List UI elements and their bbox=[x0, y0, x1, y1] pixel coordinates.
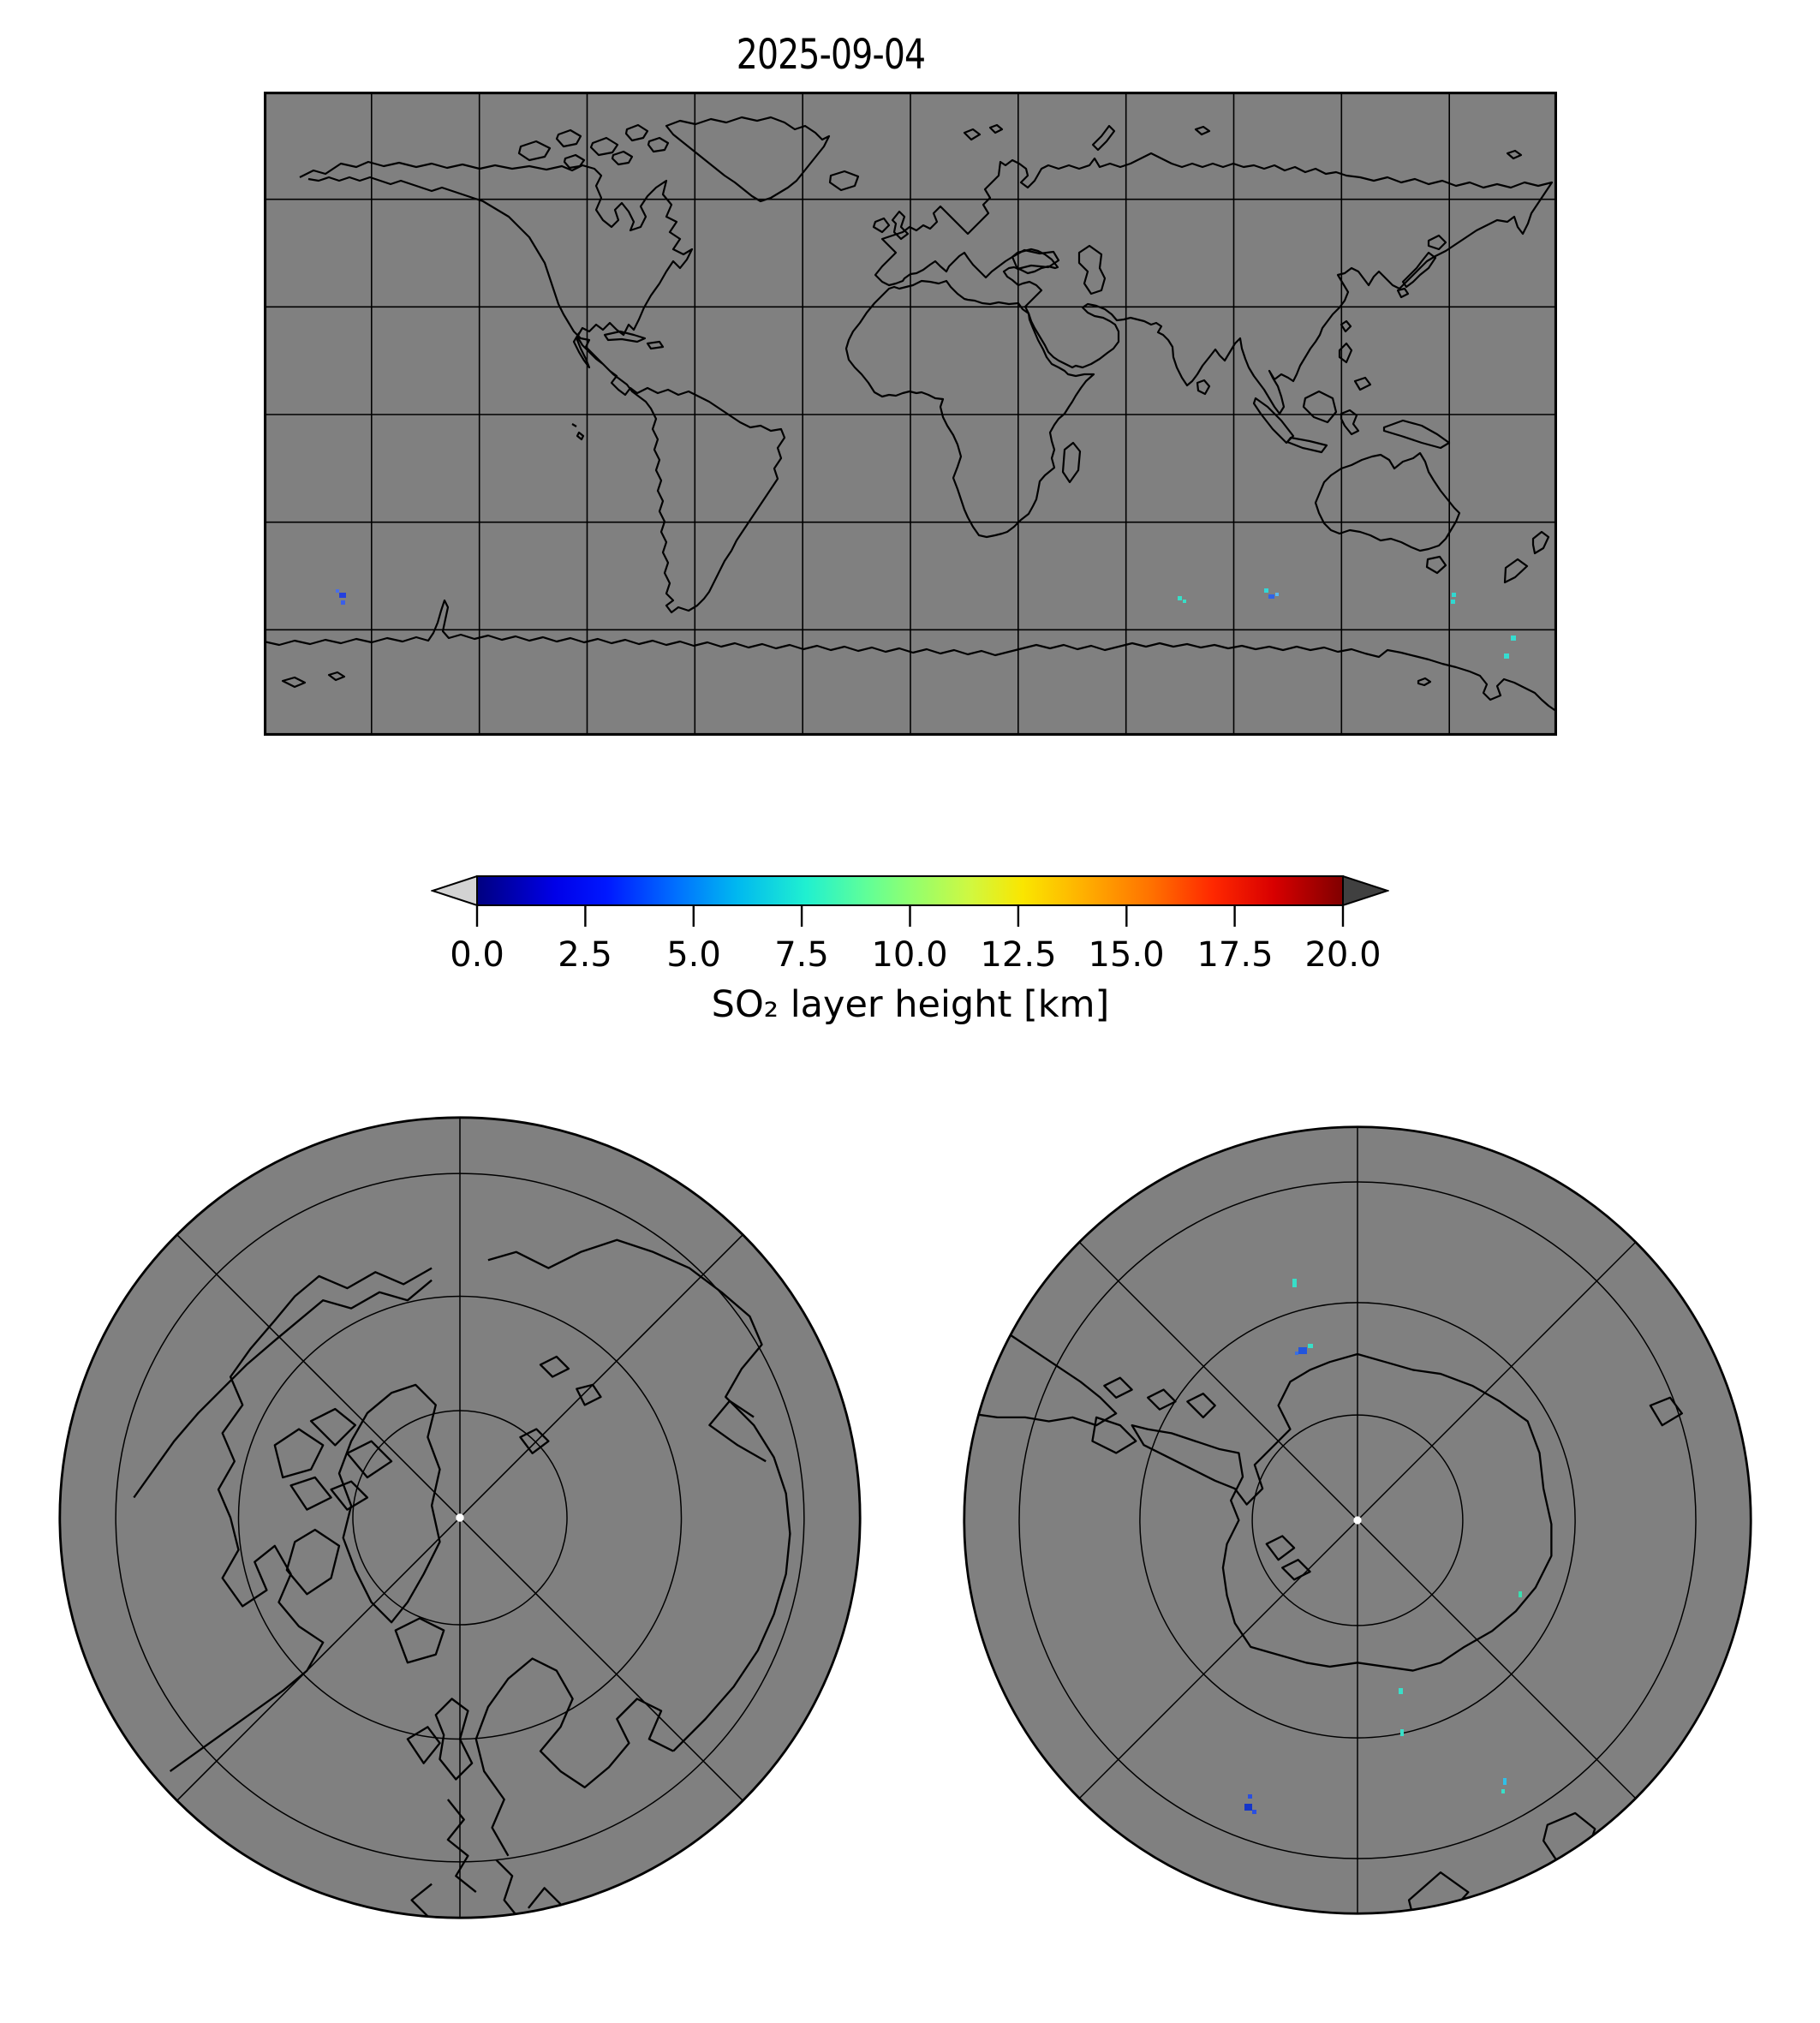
so2-detection bbox=[1511, 636, 1516, 641]
north-polar-map bbox=[57, 1115, 862, 1920]
south-map-border bbox=[963, 1125, 1752, 1915]
north-pole-dot bbox=[456, 1513, 464, 1522]
south-polar-canvas bbox=[963, 1125, 1752, 1915]
so2-detection bbox=[1298, 1347, 1307, 1354]
colorbar-tick: 15.0 bbox=[1088, 935, 1165, 975]
south-pole-dot bbox=[1353, 1516, 1362, 1525]
so2-detection bbox=[1308, 1344, 1313, 1348]
so2-detection bbox=[1503, 1778, 1507, 1785]
colorbar-tick: 7.5 bbox=[774, 935, 829, 975]
so2-detection bbox=[341, 600, 345, 605]
north-map-border bbox=[58, 1116, 862, 1919]
so2-detection bbox=[1501, 1789, 1505, 1793]
so2-detection bbox=[1252, 1810, 1256, 1814]
so2-detection bbox=[1275, 593, 1279, 596]
north-polar-canvas bbox=[58, 1116, 862, 1919]
colorbar-tick: 0.0 bbox=[450, 935, 504, 975]
so2-detection bbox=[1178, 596, 1182, 600]
so2-detection bbox=[1268, 594, 1274, 599]
so2-detection bbox=[1399, 1688, 1403, 1694]
so2-detection bbox=[1451, 600, 1455, 604]
so2-detection bbox=[1248, 1794, 1252, 1799]
north-coastlines bbox=[133, 1238, 791, 1919]
south-graticule bbox=[1018, 1126, 1697, 1914]
colorbar-tick: 20.0 bbox=[1304, 935, 1381, 975]
so2-detection bbox=[1452, 593, 1456, 597]
so2-detection bbox=[1244, 1804, 1252, 1811]
south-coastlines bbox=[970, 1333, 1683, 1914]
so2-detection bbox=[1292, 1279, 1297, 1287]
global-map bbox=[264, 92, 1557, 736]
map-border bbox=[264, 92, 1557, 736]
colorbar-tick: 17.5 bbox=[1196, 935, 1274, 975]
colorbar-tick-marks bbox=[475, 906, 1345, 927]
coastlines bbox=[264, 116, 1557, 713]
so2-detection bbox=[1400, 1729, 1404, 1736]
so2-detection bbox=[1504, 653, 1509, 659]
so2-detection bbox=[1519, 1591, 1522, 1597]
global-map-canvas bbox=[264, 92, 1557, 736]
so2-detection bbox=[1264, 588, 1268, 593]
so2-detection bbox=[339, 593, 346, 598]
south-polar-map bbox=[962, 1125, 1753, 1916]
colorbar-label: SO₂ layer height [km] bbox=[711, 983, 1110, 1026]
so2-detection bbox=[336, 589, 339, 593]
colorbar-tick: 2.5 bbox=[558, 935, 612, 975]
colorbar-gradient bbox=[476, 875, 1344, 906]
colorbar-tick: 5.0 bbox=[666, 935, 721, 975]
colorbar bbox=[431, 875, 1389, 927]
so2-detection bbox=[1183, 600, 1186, 603]
figure-title: 2025-09-04 bbox=[736, 31, 926, 79]
colorbar-tick: 12.5 bbox=[980, 935, 1057, 975]
colorbar-tick: 10.0 bbox=[871, 935, 948, 975]
colorbar-under-arrow bbox=[431, 875, 478, 907]
so2-detection bbox=[1295, 1352, 1298, 1355]
colorbar-over-arrow bbox=[1342, 875, 1389, 907]
